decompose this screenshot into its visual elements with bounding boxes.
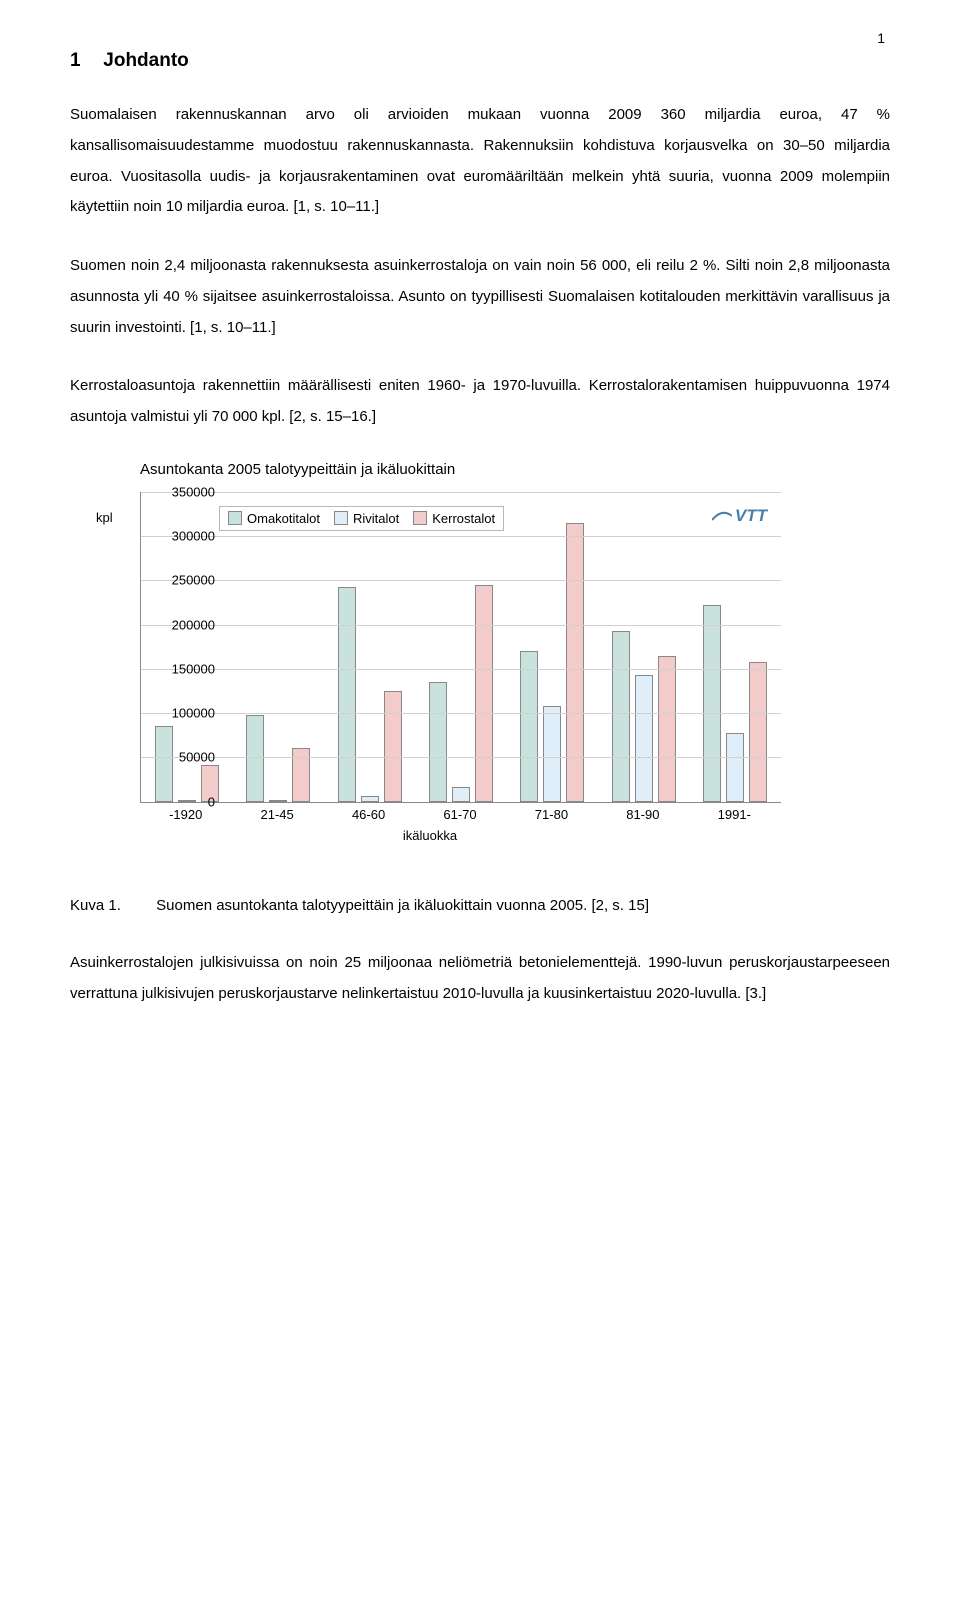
vtt-swoosh-icon [712, 510, 732, 522]
chart-gridline [141, 757, 781, 758]
chart-box: VTT Omakotitalot Rivitalot Kerrostalot ikä… [70, 482, 790, 852]
paragraph: Asuinkerrostalojen julkisivuissa on noin… [70, 948, 890, 1010]
chart-y-tick: 100000 [155, 706, 215, 721]
chart-bar [384, 691, 402, 802]
legend-swatch [334, 511, 348, 525]
chart-x-tick: 61-70 [443, 807, 476, 822]
chart-bar [658, 656, 676, 802]
legend-label: Kerrostalot [432, 511, 495, 526]
chart-plot-area: VTT Omakotitalot Rivitalot Kerrostalot [140, 492, 781, 803]
chart-gridline [141, 669, 781, 670]
figure-caption: Kuva 1. Suomen asuntokanta talotyypeittä… [70, 892, 890, 921]
chart-bar [703, 605, 721, 802]
chart-y-tick: 250000 [155, 573, 215, 588]
chart-x-tick: -1920 [169, 807, 202, 822]
chart-y-unit: kpl [96, 510, 113, 525]
chart-y-tick: 50000 [155, 750, 215, 765]
caption-text: Suomen asuntokanta talotyypeittäin ja ik… [156, 897, 649, 914]
heading-title: Johdanto [103, 50, 189, 71]
chart-x-tick: 46-60 [352, 807, 385, 822]
chart-y-tick: 350000 [155, 484, 215, 499]
chart-bar [566, 523, 584, 802]
chart-gridline [141, 625, 781, 626]
chart-y-tick: 300000 [155, 529, 215, 544]
chart-x-tick: 71-80 [535, 807, 568, 822]
chart-bar [749, 662, 767, 802]
chart-container: Asuntokanta 2005 talotyypeittäin ja ikäl… [70, 461, 890, 852]
chart-bar [361, 796, 379, 801]
chart-x-tick: 81-90 [626, 807, 659, 822]
caption-label: Kuva 1. [70, 892, 152, 921]
legend-label: Rivitalot [353, 511, 399, 526]
chart-y-tick: 200000 [155, 617, 215, 632]
legend-swatch [413, 511, 427, 525]
document-page: 1 1 Johdanto Suomalaisen rakennuskannan … [0, 0, 960, 1098]
legend-item: Rivitalot [334, 511, 399, 526]
chart-bar [520, 651, 538, 802]
chart-y-tick: 150000 [155, 661, 215, 676]
chart-title: Asuntokanta 2005 talotyypeittäin ja ikäl… [140, 461, 890, 478]
paragraph: Kerrostaloasuntoja rakennettiin määrälli… [70, 371, 890, 433]
chart-gridline [141, 580, 781, 581]
chart-x-label: ikäluokka [403, 828, 457, 843]
chart-bars [141, 492, 781, 802]
paragraph: Suomen noin 2,4 miljoonasta rakennuksest… [70, 251, 890, 343]
chart-gridline [141, 492, 781, 493]
chart-bar [726, 733, 744, 802]
chart-bar [338, 587, 356, 802]
legend-item: Omakotitalot [228, 511, 320, 526]
vtt-logo-text: VTT [735, 506, 767, 526]
legend-swatch [228, 511, 242, 525]
chart-bar [543, 706, 561, 802]
chart-bar [635, 675, 653, 802]
chart-gridline [141, 536, 781, 537]
paragraph: Suomalaisen rakennuskannan arvo oli arvi… [70, 100, 890, 223]
chart-gridline [141, 713, 781, 714]
chart-bar [269, 800, 287, 802]
chart-legend: Omakotitalot Rivitalot Kerrostalot [219, 506, 504, 531]
chart-bar [292, 748, 310, 802]
heading-number: 1 [70, 50, 98, 72]
vtt-logo: VTT [712, 506, 767, 526]
page-number: 1 [877, 30, 885, 46]
chart-x-tick: 1991- [718, 807, 751, 822]
chart-x-tick: 21-45 [261, 807, 294, 822]
chart-bar [475, 585, 493, 802]
chart-bar [429, 682, 447, 802]
section-heading: 1 Johdanto [70, 50, 890, 72]
legend-label: Omakotitalot [247, 511, 320, 526]
chart-bar [612, 631, 630, 802]
chart-bar [452, 787, 470, 802]
legend-item: Kerrostalot [413, 511, 495, 526]
